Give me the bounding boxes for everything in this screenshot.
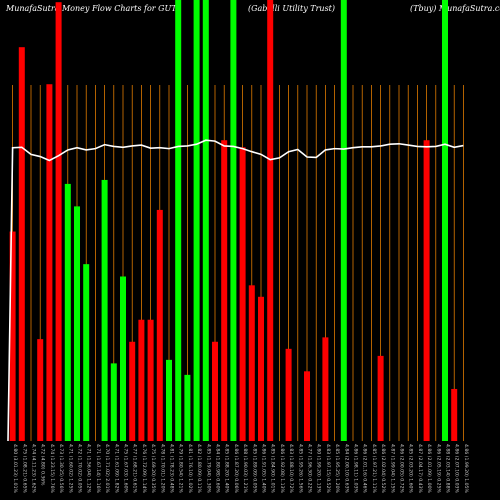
money-flow-bar [202,0,209,441]
x-tick-label: 4.86 (1.98.11) 1.03% [353,444,359,493]
money-flow-bar [37,339,44,441]
x-tick-label: 4.70 (1.71.02) 2.01% [104,444,110,493]
money-flow-bar [156,209,163,441]
x-tick-label: 4.73 (1.30.25) 0.56% [58,444,64,493]
x-tick-label: 4.79 (1.80.54) 1.21% [178,444,184,493]
x-tick-label: 4.83 (1.97.15) 0.52% [325,444,331,493]
x-tick-label: 4.80 (1.99.20) 1.13% [316,444,322,493]
money-flow-bar [138,319,145,441]
x-tick-label: 4.75 (1.69.20) 0.35% [150,444,156,493]
money-flow-bar [230,0,237,441]
x-tick-label: 4.82 (1.80.09) 0.11% [196,444,202,493]
money-flow-bar [258,296,264,441]
money-flow-bar [239,147,246,441]
x-tick-label: 4.88 (2.03.14) 0.88% [445,444,451,493]
money-flow-bar [451,388,458,441]
x-tick-label: 4.71 (1.60.02) 1.25% [67,444,73,493]
money-flow-bar [248,285,255,441]
x-tick-label: 4.72 (1.70.02) 0.05% [77,444,83,493]
money-flow-bar [147,319,154,441]
money-flow-bar [184,374,191,441]
money-flow-bar [120,276,126,441]
money-flow-bar [285,348,292,441]
money-flow-bar [110,363,117,441]
x-tick-label: 4.78 (1.70.01) 1.20% [159,444,165,493]
x-tick-label: 4.81 (1.76.10) 1.02% [187,444,193,493]
x-tick-label: 4.71 (1.61.09) 1.82% [113,444,119,493]
x-tick-label: 4.83 (1.88.10) 0.72% [288,444,294,493]
money-flow-bar [304,371,310,441]
x-tick-label: 4.86 (1.92.08) 1.13% [279,444,285,493]
x-tick-label: 4.71 (1.67.14) 1.16% [95,444,101,493]
money-flow-bar [322,337,329,441]
x-tick-label: 4.77 (1.96.30) 0.22% [307,444,313,493]
x-tick-label: 4.86 (2.00.05) 0.72% [399,444,405,493]
x-tick-label: 4.88 (1.90.03) 1.21% [242,444,248,493]
x-tick-label: 4.86 (2.07.10) 0.03% [454,444,460,493]
x-tick-label: 4.77 (1.68.21) 0.61% [132,444,138,493]
money-flow-bar [129,341,136,441]
x-tick-label: 4.85 (2.03.20) 1.60% [408,444,414,493]
money-flow-bar [83,264,90,441]
money-flow-bar [267,0,274,441]
x-tick-label: 4.87 (1.99.04) 1.15% [389,444,395,493]
x-tick-label: 4.85 (1.95.25) 1.20% [334,444,340,493]
x-tick-label: 4.84 (2.00.10) 0.63% [343,444,349,493]
x-tick-label: 4.74 (4.11.23) 1.62% [31,444,37,493]
x-tick-label: 4.81 (1.78.23) 0.48% [169,444,175,493]
x-tick-label: 4.80 (3.01.23) 1.01% [12,444,18,493]
x-tick-label: 4.85 (1.79.04) 1.30% [205,444,211,493]
site-label: (Tbuy) MunafaSutra.com [410,4,500,13]
money-flow-bar [9,231,16,441]
x-tick-label: 4.85 (1.89.09) 0.05% [251,444,257,493]
x-tick-label: 4.86 (2.05.19) 0.25% [435,444,441,493]
x-tick-label: 4.76 (1.72.09) 1.14% [141,444,147,493]
money-flow-bar [64,183,71,441]
x-tick-label: 4.86 (2.02.04) 0.52% [380,444,386,493]
x-tick-label: 4.75 (1.08.21) 0.65% [21,444,27,493]
x-tick-label: 4.86 (2.01.09) 1.00% [426,444,432,493]
money-flow-bar [101,179,108,442]
chart-title: MunafaSutra Money Flow Charts for GUT [6,4,177,13]
money-flow-bar [166,359,172,441]
x-tick-label: 4.86 (1.87.20) 0.06% [233,444,239,493]
x-tick-label: 4.86 (1.91.05) 1.40% [261,444,267,493]
money-flow-bar [423,140,430,441]
money-flow-bar [193,0,200,441]
x-tick-label: 4.85 (1.88.20) 1.40% [224,444,230,493]
money-flow-bar [74,206,80,441]
x-tick-label: 4.85 (1.97.21) 1.11% [371,444,377,493]
x-tick-label: 4.72 (4.80) 0.36% [40,444,46,486]
money-flow-bar [175,0,182,441]
x-tick-label: 4.71 (1.56.04) 1.12% [86,444,92,493]
x-tick-label: 4.75 (1.67.03) 1.60% [123,444,129,493]
x-tick-label: 4.85 (1.95.26) 1.56% [297,444,303,493]
x-tick-label: 4.84 (1.80.98) 0.60% [215,444,221,493]
money-flow-bar [221,140,228,441]
x-tick-label: 4.86 (2.01.16) 0.46% [362,444,368,493]
money-flow-bar [377,355,384,441]
x-tick-label: 4.87 (2.04.17) 0.43% [417,444,423,493]
money-flow-bar [340,0,347,441]
x-tick-label: 4.86 (1.99.20) 1.05% [463,444,469,493]
money-flow-bar [442,0,448,441]
money-flow-bar [55,2,62,442]
x-tick-label: 4.85 (1.84.90) 1.01% [270,444,276,493]
money-flow-bar [212,341,218,441]
money-flow-bar [46,84,53,441]
money-flow-bar [18,47,25,441]
x-tick-label: 4.74 (1.23.15) 1.76% [49,444,55,493]
company-name: (Gabelli Utility Trust) [248,4,336,13]
price-line [7,139,464,442]
